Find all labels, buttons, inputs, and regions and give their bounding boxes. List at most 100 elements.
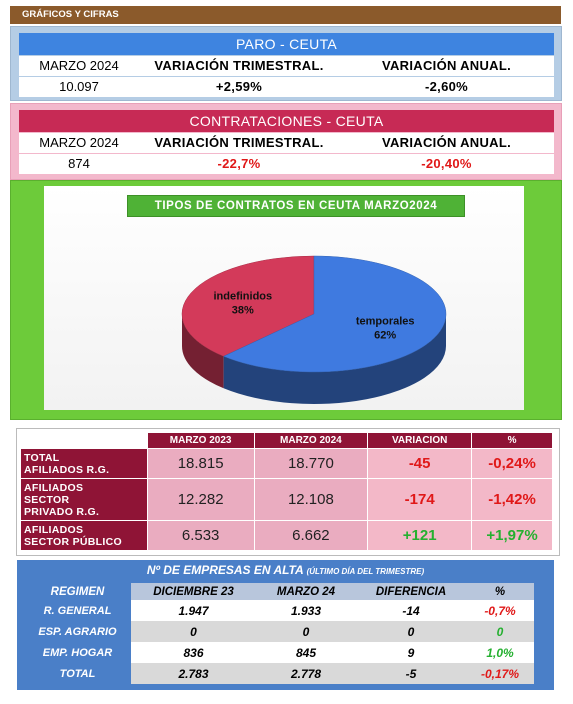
pie-chart: indefinidos 38% temporales 62% — [181, 255, 447, 404]
empresas-diferencia: 0 — [356, 621, 466, 642]
contrataciones-var-trimestral: -22,7% — [217, 156, 261, 171]
empresas-row-hogar: EMP. HOGAR 836 845 9 1,0% — [24, 642, 534, 663]
afiliados-pct: -1,42% — [471, 478, 553, 521]
paro-value-row: 10.097 +2,59% -2,60% — [19, 77, 554, 97]
paro-panel: PARO - CEUTA MARZO 2024 VARIACIÓN TRIMES… — [10, 26, 562, 101]
afiliados-frame — [16, 428, 560, 556]
pie-slice-indefinidos — [181, 255, 315, 357]
contrataciones-title: CONTRATACIONES - CEUTA — [19, 110, 554, 132]
empresas-header-regimen: REGIMEN — [24, 583, 131, 600]
paro-value: 10.097 — [59, 79, 99, 94]
afiliados-variacion: -174 — [367, 478, 473, 521]
afiliados-header-variacion: VARIACION — [367, 432, 473, 449]
afiliados-m2024: 12.108 — [253, 478, 369, 521]
afiliados-variacion: +121 — [367, 520, 473, 551]
afiliados-header-blank — [20, 432, 148, 449]
empresas-diferencia: -5 — [356, 663, 466, 684]
section-title: GRÁFICOS Y CIFRAS — [22, 9, 119, 20]
contrataciones-header-row: MARZO 2024 VARIACIÓN TRIMESTRAL. VARIACI… — [19, 133, 554, 153]
empresas-regimen: R. GENERAL — [24, 600, 131, 621]
chart-container: TIPOS DE CONTRATOS EN CEUTA MARZO2024 in… — [10, 180, 562, 420]
afiliados-label-line: AFILIADOS R.G. — [24, 463, 110, 476]
afiliados-row-publico: AFILIADOS SECTOR PÚBLICO 6.533 6.662 +12… — [20, 520, 553, 551]
afiliados-m2024: 18.770 — [253, 448, 369, 479]
afiliados-m2024: 6.662 — [253, 520, 369, 551]
afiliados-m2023: 18.815 — [146, 448, 255, 479]
empresas-pct: 1,0% — [466, 642, 534, 663]
paro-var-trimestral: +2,59% — [215, 79, 263, 94]
afiliados-header-marzo2024: MARZO 2024 — [253, 432, 369, 449]
contrataciones-value-row: 874 -22,7% -20,40% — [19, 154, 554, 174]
empresas-header-row: REGIMEN DICIEMBRE 23 MARZO 24 DIFERENCIA… — [24, 583, 534, 600]
pie-slice-temporales — [223, 255, 447, 373]
empresas-header-dic23: DICIEMBRE 23 — [131, 583, 256, 600]
pie-value-temporales: 62% — [374, 329, 396, 341]
section-header: GRÁFICOS Y CIFRAS — [10, 6, 561, 24]
empresas-table: REGIMEN DICIEMBRE 23 MARZO 24 DIFERENCIA… — [24, 583, 534, 684]
pie-label-indefinidos: indefinidos — [213, 291, 272, 303]
afiliados-label-line: TOTAL — [24, 451, 60, 464]
afiliados-label-line: AFILIADOS — [24, 523, 84, 536]
afiliados-pct: +1,97% — [471, 520, 553, 551]
afiliados-label-line: AFILIADOS — [24, 481, 84, 494]
empresas-diferencia: -14 — [356, 600, 466, 621]
empresas-dic23: 0 — [131, 621, 256, 642]
empresas-dic23: 836 — [131, 642, 256, 663]
afiliados-header-row: MARZO 2023 MARZO 2024 VARIACION % — [20, 432, 553, 449]
empresas-title: Nº DE EMPRESAS EN ALTA — [146, 563, 304, 577]
empresas-mar24: 0 — [256, 621, 356, 642]
empresas-dic23: 2.783 — [131, 663, 256, 684]
empresas-regimen: ESP. AGRARIO — [24, 621, 131, 642]
afiliados-m2023: 6.533 — [146, 520, 255, 551]
afiliados-row-label: AFILIADOS SECTOR PRIVADO R.G. — [20, 478, 148, 521]
afiliados-header-marzo2023: MARZO 2023 — [146, 432, 255, 449]
contrataciones-col1-label: MARZO 2024 — [39, 135, 119, 150]
empresas-row-agrario: ESP. AGRARIO 0 0 0 0 — [24, 621, 534, 642]
empresas-subtitle: (ÚLTIMO DÍA DEL TRIMESTRE) — [306, 567, 425, 576]
afiliados-variacion: -45 — [367, 448, 473, 479]
contrataciones-value: 874 — [68, 156, 90, 171]
contrataciones-var-anual: -20,40% — [421, 156, 472, 171]
afiliados-row-privado: AFILIADOS SECTOR PRIVADO R.G. 12.282 12.… — [20, 478, 553, 521]
pie-side-temporales — [223, 314, 447, 404]
empresas-row-general: R. GENERAL 1.947 1.933 -14 -0,7% — [24, 600, 534, 621]
paro-col3-label: VARIACIÓN ANUAL. — [381, 58, 512, 73]
pie-side-indefinidos — [182, 314, 224, 389]
contrataciones-col3-label: VARIACIÓN ANUAL. — [381, 135, 512, 150]
contrataciones-col2-label: VARIACIÓN TRIMESTRAL. — [154, 135, 324, 150]
chart-title: TIPOS DE CONTRATOS EN CEUTA MARZO2024 — [127, 195, 465, 217]
afiliados-table: MARZO 2023 MARZO 2024 VARIACION % TOTAL … — [20, 432, 553, 551]
empresas-pct: 0 — [466, 621, 534, 642]
afiliados-row-label: AFILIADOS SECTOR PÚBLICO — [20, 520, 148, 551]
afiliados-label-line: SECTOR — [24, 493, 70, 506]
afiliados-row-label: TOTAL AFILIADOS R.G. — [20, 448, 148, 479]
empresas-pct: -0,7% — [466, 600, 534, 621]
afiliados-m2023: 12.282 — [146, 478, 255, 521]
empresas-title-wrap: Nº DE EMPRESAS EN ALTA (ÚLTIMO DÍA DEL T… — [17, 563, 554, 577]
empresas-regimen: TOTAL — [24, 663, 131, 684]
pie-value-indefinidos: 38% — [232, 305, 254, 317]
paro-header-row: MARZO 2024 VARIACIÓN TRIMESTRAL. VARIACI… — [19, 56, 554, 76]
afiliados-label-line: SECTOR PÚBLICO — [24, 535, 122, 548]
afiliados-pct: -0,24% — [471, 448, 553, 479]
contrataciones-panel: CONTRATACIONES - CEUTA MARZO 2024 VARIAC… — [10, 103, 562, 180]
empresas-diferencia: 9 — [356, 642, 466, 663]
empresas-header-pct: % — [466, 583, 534, 600]
pie-label-temporales: temporales — [356, 315, 415, 327]
empresas-header-mar24: MARZO 24 — [256, 583, 356, 600]
empresas-row-total: TOTAL 2.783 2.778 -5 -0,17% — [24, 663, 534, 684]
empresas-mar24: 1.933 — [256, 600, 356, 621]
chart-panel: TIPOS DE CONTRATOS EN CEUTA MARZO2024 in… — [44, 186, 524, 410]
empresas-header-diferencia: DIFERENCIA — [356, 583, 466, 600]
afiliados-row-total: TOTAL AFILIADOS R.G. 18.815 18.770 -45 -… — [20, 448, 553, 479]
paro-col2-label: VARIACIÓN TRIMESTRAL. — [154, 58, 324, 73]
afiliados-header-pct: % — [471, 432, 553, 449]
paro-var-anual: -2,60% — [425, 79, 468, 94]
empresas-pct: -0,17% — [466, 663, 534, 684]
afiliados-label-line: PRIVADO R.G. — [24, 505, 100, 518]
paro-title: PARO - CEUTA — [19, 33, 554, 55]
paro-col1-label: MARZO 2024 — [39, 58, 119, 73]
empresas-mar24: 845 — [256, 642, 356, 663]
empresas-dic23: 1.947 — [131, 600, 256, 621]
empresas-mar24: 2.778 — [256, 663, 356, 684]
